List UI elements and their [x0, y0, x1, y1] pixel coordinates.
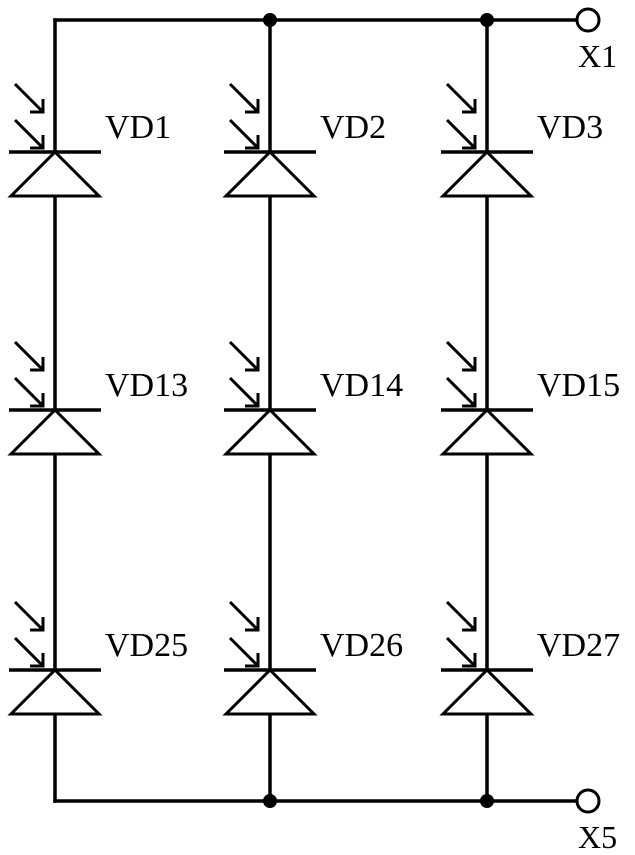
light-arrow-icon	[13, 340, 45, 372]
light-arrow-icon	[445, 376, 477, 408]
diode-label: VD14	[320, 367, 403, 404]
terminal-x1-label: X1	[578, 38, 617, 74]
light-arrow-icon	[13, 376, 45, 408]
diode-label: VD26	[320, 627, 403, 664]
photodiode-vd15[interactable]: VD15	[439, 340, 620, 456]
diode-triangle	[7, 407, 103, 456]
photodiode-vd3[interactable]: VD3	[439, 82, 603, 198]
diode-triangle	[439, 667, 535, 716]
photodiode-vd25[interactable]: VD25	[7, 600, 188, 716]
light-arrow-icon	[228, 636, 260, 668]
light-arrow-icon	[13, 636, 45, 668]
light-arrow-icon	[445, 340, 477, 372]
terminal-x5-connector[interactable]	[575, 788, 601, 814]
diode-triangle	[439, 407, 535, 456]
diode-triangle	[222, 407, 318, 456]
photodiode-vd13[interactable]: VD13	[7, 340, 188, 456]
photodiode-vd2[interactable]: VD2	[222, 82, 386, 198]
light-arrow-icon	[228, 376, 260, 408]
photodiode-vd1[interactable]: VD1	[7, 82, 171, 198]
wiring	[53, 18, 579, 803]
diode-triangle	[7, 667, 103, 716]
terminal-x5-label: X5	[578, 819, 617, 855]
light-arrow-icon	[228, 118, 260, 150]
photodiode-vd26[interactable]: VD26	[222, 600, 403, 716]
light-arrow-icon	[445, 82, 477, 114]
diode-label: VD1	[105, 109, 171, 146]
photodiode-vd27[interactable]: VD27	[439, 600, 620, 716]
diode-grid: VD1 VD13 VD25 VD2 VD14 VD26 VD3 VD15 VD27	[7, 82, 620, 716]
diode-label: VD2	[320, 109, 386, 146]
junction-dot	[480, 794, 494, 808]
diode-label: VD27	[537, 627, 620, 664]
diode-triangle	[222, 149, 318, 198]
photodiode-vd14[interactable]: VD14	[222, 340, 403, 456]
light-arrow-icon	[228, 600, 260, 632]
light-arrow-icon	[445, 600, 477, 632]
light-arrow-icon	[228, 340, 260, 372]
diode-label: VD25	[105, 627, 188, 664]
diode-triangle	[439, 149, 535, 198]
light-arrow-icon	[13, 82, 45, 114]
junction-dot	[263, 13, 277, 27]
light-arrow-icon	[13, 118, 45, 150]
diode-label: VD13	[105, 367, 188, 404]
diode-triangle	[7, 149, 103, 198]
junction-dots	[263, 13, 494, 808]
light-arrow-icon	[13, 600, 45, 632]
light-arrow-icon	[445, 636, 477, 668]
diode-label: VD3	[537, 109, 603, 146]
diode-label: VD15	[537, 367, 620, 404]
junction-dot	[480, 13, 494, 27]
diode-triangle	[222, 667, 318, 716]
light-arrow-icon	[445, 118, 477, 150]
junction-dot	[263, 794, 277, 808]
light-arrow-icon	[228, 82, 260, 114]
terminal-x1-connector[interactable]	[575, 7, 601, 33]
